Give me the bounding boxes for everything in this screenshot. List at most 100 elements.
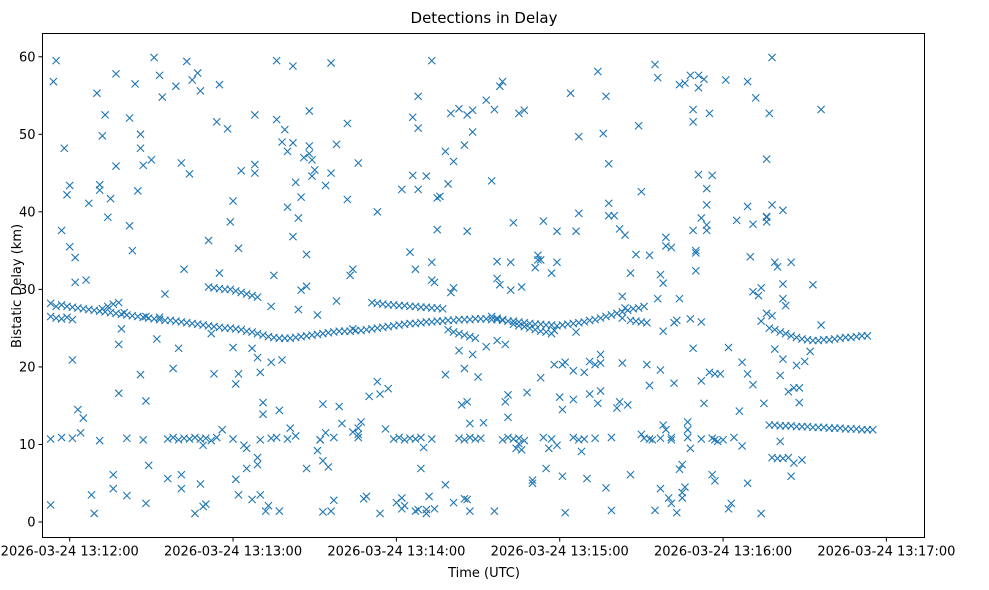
data-point — [242, 464, 251, 473]
data-point — [106, 194, 115, 203]
data-point — [103, 213, 112, 222]
data-point — [400, 435, 409, 444]
data-point — [463, 495, 472, 504]
data-point — [593, 399, 602, 408]
data-point — [46, 299, 55, 308]
data-point — [376, 509, 385, 518]
data-point — [539, 217, 548, 226]
data-point — [267, 302, 276, 311]
data-point — [659, 279, 668, 288]
data-point — [580, 435, 589, 444]
data-point — [237, 288, 246, 297]
y-axis: 0 10 20 30 40 50 60 — [19, 50, 43, 530]
data-point — [95, 436, 104, 445]
data-point — [397, 185, 406, 194]
data-point — [749, 287, 757, 296]
data-point — [343, 119, 352, 128]
data-point — [455, 104, 463, 113]
data-point — [242, 290, 251, 299]
data-point — [471, 334, 480, 343]
data-point — [441, 480, 450, 489]
data-point — [136, 144, 145, 153]
data-point — [376, 390, 385, 399]
data-point — [305, 149, 314, 158]
data-point — [272, 115, 281, 124]
data-point — [680, 79, 689, 88]
data-point — [574, 209, 583, 218]
data-point — [299, 153, 308, 162]
data-point — [656, 270, 665, 279]
data-point — [335, 402, 344, 411]
data-point — [430, 504, 439, 513]
data-point — [457, 400, 466, 409]
data-point — [210, 369, 218, 378]
data-point — [479, 418, 488, 427]
data-point — [533, 251, 542, 260]
data-point — [593, 67, 602, 76]
data-point — [397, 493, 406, 502]
x-axis-label: Time (UTC) — [447, 566, 520, 581]
data-point — [286, 424, 295, 433]
data-point — [267, 358, 276, 367]
data-point — [550, 326, 559, 335]
data-point — [795, 383, 804, 392]
data-point — [348, 324, 357, 333]
data-point — [746, 252, 755, 261]
data-point — [702, 184, 711, 193]
data-point — [305, 141, 314, 150]
data-point — [689, 117, 698, 126]
data-point — [596, 314, 605, 323]
data-point — [291, 431, 300, 440]
data-point — [705, 368, 714, 377]
data-point — [226, 217, 235, 226]
data-point — [272, 433, 281, 442]
data-point — [640, 302, 649, 311]
data-point — [547, 269, 556, 278]
data-point — [634, 303, 643, 312]
data-point — [754, 291, 763, 300]
data-point — [155, 313, 164, 322]
data-point — [49, 77, 58, 86]
data-point — [743, 369, 752, 378]
data-point — [727, 499, 736, 508]
data-point — [778, 206, 787, 215]
data-point — [201, 434, 210, 443]
data-point — [661, 241, 670, 250]
data-point — [229, 435, 238, 444]
data-point — [272, 56, 281, 65]
data-point — [700, 399, 708, 408]
data-point — [57, 433, 66, 442]
data-point — [234, 490, 243, 499]
data-point — [514, 109, 523, 118]
data-point — [294, 214, 303, 223]
data-point — [177, 159, 186, 167]
data-point — [561, 358, 570, 367]
data-point — [63, 313, 71, 322]
data-point — [449, 283, 458, 292]
data-point — [618, 292, 627, 301]
data-point — [354, 430, 363, 439]
data-point — [288, 232, 297, 241]
data-point — [463, 397, 472, 406]
data-point — [778, 355, 787, 364]
data-point — [218, 425, 227, 434]
data-point — [604, 159, 613, 168]
data-point — [229, 196, 238, 205]
data-point — [582, 474, 591, 483]
data-point — [136, 130, 145, 139]
data-point — [580, 368, 589, 377]
data-point — [406, 248, 414, 257]
data-point — [256, 368, 265, 377]
data-point — [569, 433, 578, 442]
data-point — [327, 58, 336, 67]
data-point — [278, 355, 287, 364]
data-point — [667, 433, 676, 442]
data-point — [795, 398, 804, 407]
data-point — [768, 311, 777, 320]
data-point — [468, 106, 477, 115]
data-point — [103, 302, 112, 311]
data-point — [248, 328, 257, 337]
data-point — [460, 331, 469, 340]
data-point — [610, 211, 619, 220]
